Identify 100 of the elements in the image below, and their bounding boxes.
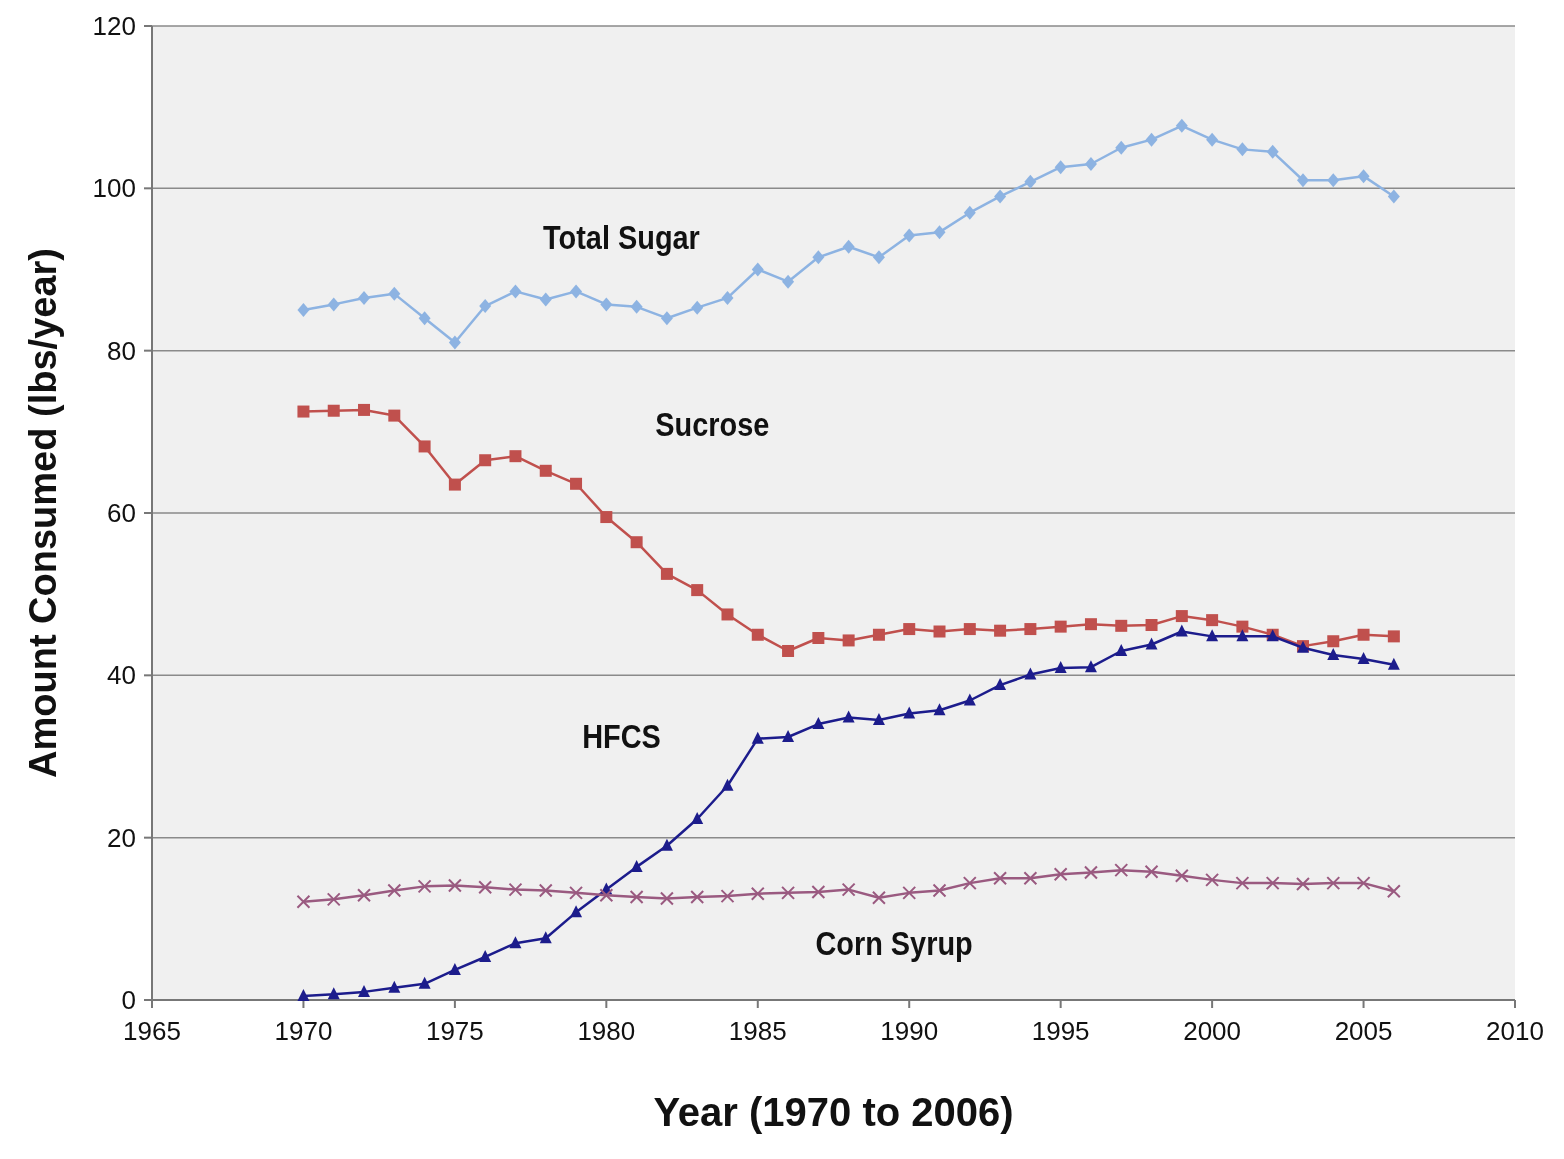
point <box>1266 144 1279 159</box>
point <box>1175 118 1188 133</box>
point <box>782 274 795 289</box>
point <box>569 885 584 900</box>
point <box>387 883 402 898</box>
point <box>933 703 946 716</box>
y-tick-label: 80 <box>107 335 136 366</box>
point <box>1084 660 1097 673</box>
y-tick-label: 40 <box>107 660 136 691</box>
point <box>782 644 795 657</box>
y-tick-label: 20 <box>107 822 136 853</box>
point <box>994 189 1007 204</box>
point <box>811 885 826 900</box>
point <box>630 299 643 314</box>
x-tick-label: 2005 <box>1334 1016 1393 1046</box>
point <box>1357 652 1370 665</box>
point <box>751 262 764 277</box>
point <box>903 623 916 636</box>
point <box>1205 872 1220 887</box>
series-label: HFCS <box>582 717 661 756</box>
point <box>388 409 401 422</box>
point <box>841 882 856 897</box>
x-tick-label: 1975 <box>425 1016 484 1046</box>
point <box>1084 156 1097 171</box>
point <box>1054 620 1067 633</box>
point <box>1265 876 1280 891</box>
point <box>1357 169 1370 184</box>
point <box>509 450 522 463</box>
point <box>1235 876 1250 891</box>
point <box>932 883 947 898</box>
point <box>570 905 583 918</box>
point <box>447 878 462 893</box>
point <box>812 250 825 265</box>
point <box>600 297 613 312</box>
point <box>600 511 613 524</box>
point <box>358 984 371 997</box>
point <box>629 889 644 904</box>
point <box>388 980 401 993</box>
point <box>721 290 734 305</box>
point <box>1024 174 1037 189</box>
point <box>1144 864 1159 879</box>
point <box>1145 637 1158 650</box>
point <box>903 706 916 719</box>
point <box>1206 132 1219 147</box>
point <box>691 812 704 824</box>
point <box>1387 657 1400 670</box>
point <box>327 987 340 1000</box>
point <box>599 888 614 903</box>
point <box>660 567 673 580</box>
point <box>448 335 461 350</box>
point <box>963 623 976 636</box>
point <box>358 403 371 416</box>
point <box>418 440 431 453</box>
point <box>872 628 885 641</box>
point <box>1356 876 1371 891</box>
point <box>1296 173 1309 188</box>
point <box>327 297 340 312</box>
point <box>1386 884 1401 899</box>
point <box>509 284 522 299</box>
point <box>417 879 432 894</box>
point <box>720 889 735 904</box>
point <box>933 225 946 240</box>
series-label: Total Sugar <box>543 217 700 257</box>
point <box>448 962 461 975</box>
point <box>418 976 431 989</box>
y-tick-label: 0 <box>121 985 136 1016</box>
point <box>1054 160 1067 175</box>
point <box>1024 667 1037 680</box>
point <box>1145 132 1158 147</box>
point <box>1206 614 1219 627</box>
x-tick-label: 1970 <box>274 1016 333 1046</box>
point <box>478 880 493 895</box>
point <box>902 885 917 900</box>
point <box>842 634 855 647</box>
y-tick-label: 120 <box>92 11 136 42</box>
point <box>933 625 946 638</box>
point <box>872 250 885 265</box>
point <box>750 886 765 901</box>
point <box>538 883 553 898</box>
point <box>1023 871 1038 886</box>
point <box>993 871 1008 886</box>
point <box>479 949 492 962</box>
x-tick-label: 1990 <box>880 1016 939 1046</box>
point <box>479 299 492 314</box>
point <box>1175 610 1188 623</box>
point <box>1327 635 1340 648</box>
point <box>539 931 552 944</box>
point <box>1174 868 1189 883</box>
x-tick-label: 1965 <box>123 1016 181 1046</box>
point <box>388 286 401 301</box>
point <box>1236 620 1249 633</box>
point <box>1357 628 1370 641</box>
point <box>1206 629 1219 642</box>
point <box>1115 643 1128 656</box>
point <box>812 717 825 730</box>
point <box>570 477 583 490</box>
point <box>660 311 673 326</box>
x-tick-label: 1985 <box>728 1016 787 1046</box>
point <box>448 478 461 491</box>
point <box>357 888 372 903</box>
